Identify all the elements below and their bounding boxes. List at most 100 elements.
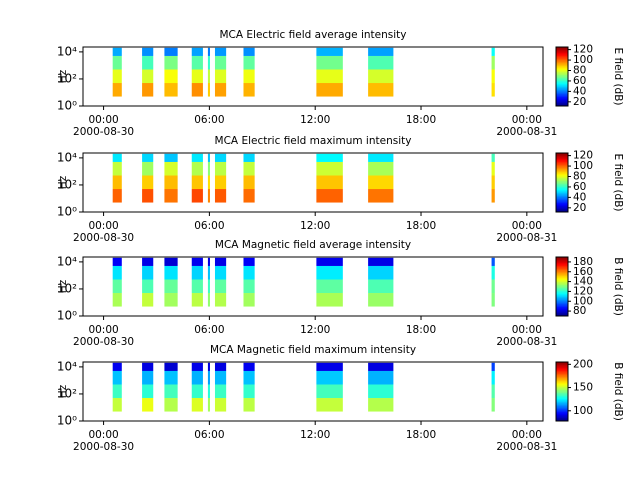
colorbar-label: B field (dB) — [612, 257, 624, 316]
x-tick-label: 00:00 — [88, 324, 118, 336]
colorbar-step — [556, 299, 568, 302]
spectrogram-cell — [207, 279, 210, 294]
spectrogram-cell — [142, 69, 154, 84]
spectrogram-cell — [142, 55, 154, 70]
spectrogram-cell — [112, 161, 122, 176]
colorbar-step — [556, 404, 568, 407]
spectrogram-cell — [368, 257, 394, 266]
colorbar-step — [556, 398, 568, 401]
spectrogram-cell — [368, 384, 394, 399]
colorbar-step — [556, 207, 568, 210]
colorbar-step — [556, 381, 568, 384]
colorbar-step — [556, 296, 568, 299]
x-tick-label: 06:00 — [194, 324, 224, 336]
colorbar-tick-label: 20 — [573, 202, 586, 214]
colorbar-step — [556, 92, 568, 95]
colorbar-step — [556, 410, 568, 413]
spectrogram-cell — [164, 69, 178, 84]
y-tick-label: 10² — [57, 71, 77, 85]
colorbar-step — [556, 285, 568, 287]
spectrogram-cell — [142, 175, 154, 190]
spectrogram-cell — [142, 362, 154, 371]
spectrogram-cell — [243, 384, 255, 399]
spectrogram-cell — [164, 398, 178, 412]
spectrogram-cell — [207, 265, 210, 280]
y-tick-label: 10⁰ — [57, 414, 77, 428]
spectrogram-cell — [316, 83, 343, 97]
colorbar-step — [556, 73, 568, 76]
colorbar-label: E field (dB) — [612, 153, 624, 211]
colorbar-step — [556, 101, 568, 104]
colorbar-step — [556, 273, 568, 276]
spectrogram-cell — [368, 279, 394, 294]
colorbar-step — [556, 274, 568, 277]
colorbar-step — [556, 181, 568, 183]
colorbar-frame — [555, 152, 569, 213]
spectrogram-cell — [214, 189, 227, 203]
x-tick-label: 06:00 — [194, 114, 224, 126]
spectrogram-cell — [142, 370, 154, 385]
spectrogram-cell — [214, 265, 227, 280]
colorbar-step — [556, 178, 568, 181]
spectrogram-cell — [164, 83, 178, 97]
colorbar-step — [556, 203, 568, 206]
spectrogram-cell — [316, 161, 343, 176]
y-tick-label: 10⁴ — [57, 150, 77, 164]
colorbar-step — [556, 80, 568, 83]
spectrogram-cell — [491, 293, 495, 307]
spectrogram-cell — [112, 69, 122, 84]
colorbar-step — [556, 49, 568, 52]
spectrogram-cell — [491, 55, 495, 70]
colorbar-step — [556, 186, 568, 189]
spectrogram-cell — [316, 47, 343, 56]
spectrogram-cell — [214, 257, 227, 266]
spectrogram-cell — [207, 69, 210, 84]
colorbar-tick-label: 40 — [573, 85, 586, 97]
spectrogram-cell — [112, 398, 122, 412]
colorbar-step — [556, 375, 568, 378]
x-tick-label: 00:00 — [512, 324, 542, 336]
spectrogram-cell — [316, 370, 343, 385]
x-tick-label: 18:00 — [406, 220, 436, 232]
spectrogram-cell — [142, 257, 154, 266]
colorbar-step — [556, 418, 568, 421]
colorbar-step — [556, 173, 568, 176]
axes-frame — [82, 361, 544, 422]
colorbar-step — [556, 311, 568, 314]
spectrogram-cell — [214, 161, 227, 176]
spectrogram-cell — [368, 370, 394, 385]
colorbar-step — [556, 265, 568, 268]
colorbar-tick-label: 100 — [573, 160, 593, 172]
spectrogram-cell — [191, 370, 203, 385]
spectrogram-cell — [164, 153, 178, 162]
colorbar-step — [556, 52, 568, 55]
colorbar-step — [556, 47, 568, 49]
spectrogram-cell — [112, 370, 122, 385]
spectrogram-cell — [142, 293, 154, 307]
spectrogram-cell — [214, 55, 227, 70]
colorbar-step — [556, 57, 568, 60]
spectrogram-cell — [214, 293, 227, 307]
colorbar-step — [556, 153, 568, 155]
colorbar-step — [556, 302, 568, 305]
colorbar-step — [556, 373, 568, 376]
colorbar-step — [556, 98, 568, 101]
colorbar-step — [556, 370, 568, 373]
spectrogram-cell — [207, 175, 210, 190]
x-tick-label: 18:00 — [406, 429, 436, 441]
spectrogram-cell — [191, 161, 203, 176]
colorbar-step — [556, 206, 568, 209]
colorbar-step — [556, 270, 568, 273]
spectrogram-cell — [214, 175, 227, 190]
colorbar-tick-label: 100 — [573, 54, 593, 66]
spectrogram-cell — [112, 47, 122, 56]
spectrogram-cell — [491, 175, 495, 190]
spectrogram-cell — [243, 370, 255, 385]
spectrogram-cell — [243, 55, 255, 70]
colorbar-step — [556, 175, 568, 178]
spectrogram-cell — [164, 175, 178, 190]
colorbar-step — [556, 364, 568, 367]
spectrogram-cell — [491, 398, 495, 412]
colorbar-step — [556, 97, 568, 100]
x-tick-date: 2000-08-31 — [496, 232, 557, 244]
